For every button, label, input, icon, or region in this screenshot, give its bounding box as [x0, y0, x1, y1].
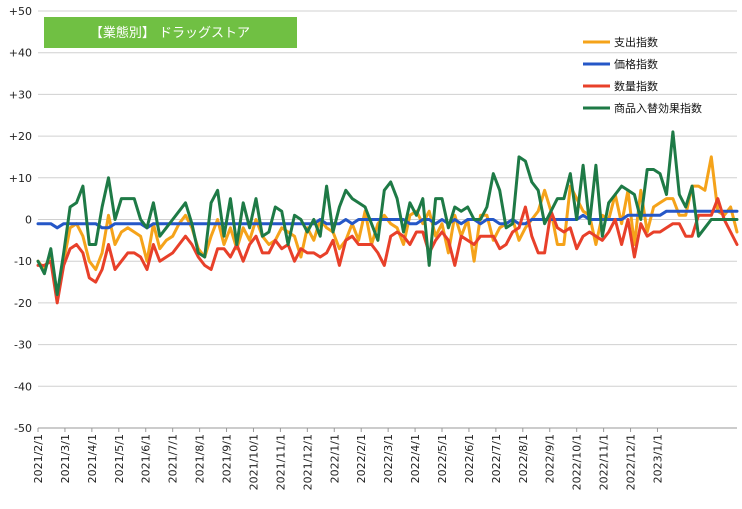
x-tick-label: 2021/6/1 [140, 434, 153, 483]
x-tick-label: 2022/11/1 [598, 434, 611, 490]
legend-label: 商品入替効果指数 [614, 101, 702, 115]
x-tick-label: 2021/4/1 [86, 434, 99, 483]
legend-label: 価格指数 [614, 57, 658, 71]
y-tick-label: +50 [9, 5, 32, 18]
x-tick-label: 2022/8/1 [517, 434, 530, 483]
x-tick-label: 2022/5/1 [436, 434, 449, 483]
x-tick-label: 2021/2/1 [32, 434, 45, 483]
x-tick-label: 2023/1/1 [651, 434, 664, 483]
y-tick-label: -30 [14, 339, 32, 352]
x-tick-label: 2022/3/1 [382, 434, 395, 483]
y-tick-label: +20 [9, 130, 32, 143]
x-tick-label: 2021/9/1 [221, 434, 234, 483]
chart-title-box: 【業態別】 ドラッグストア [44, 17, 297, 48]
series-line [36, 197, 739, 305]
x-tick-label: 2021/3/1 [59, 434, 72, 483]
x-tick-label: 2022/1/1 [328, 434, 341, 483]
y-tick-label: -10 [14, 255, 32, 268]
series-line [36, 130, 739, 297]
x-tick-label: 2021/12/1 [301, 434, 314, 490]
series-lines [36, 130, 739, 305]
x-tick-label: 2021/5/1 [113, 434, 126, 483]
x-tick-label: 2022/10/1 [571, 434, 584, 490]
x-tick-label: 2022/9/1 [544, 434, 557, 483]
y-tick-label: +10 [9, 172, 32, 185]
y-tick-label: 0 [25, 214, 32, 227]
x-tick-label: 2022/4/1 [409, 434, 422, 483]
title-background [44, 17, 297, 48]
y-tick-label: +40 [9, 47, 32, 60]
x-tick-label: 2021/10/1 [247, 434, 260, 490]
y-tick-label: +30 [9, 88, 32, 101]
x-tick-label: 2021/8/1 [194, 434, 207, 483]
y-tick-label: -50 [14, 422, 32, 435]
legend-label: 支出指数 [614, 35, 658, 49]
x-tick-label: 2022/6/1 [463, 434, 476, 483]
x-tick-label: 2022/7/1 [490, 434, 503, 483]
series-line [36, 209, 739, 230]
x-tick-label: 2022/12/1 [625, 434, 638, 490]
y-tick-label: -40 [14, 380, 32, 393]
chart-title: 【業態別】 ドラッグストア [90, 25, 250, 41]
x-tick-label: 2021/7/1 [167, 434, 180, 483]
x-tick-label: 2022/2/1 [355, 434, 368, 483]
y-tick-label: -20 [14, 297, 32, 310]
legend-label: 数量指数 [614, 79, 658, 93]
x-tick-label: 2021/11/1 [274, 434, 287, 490]
